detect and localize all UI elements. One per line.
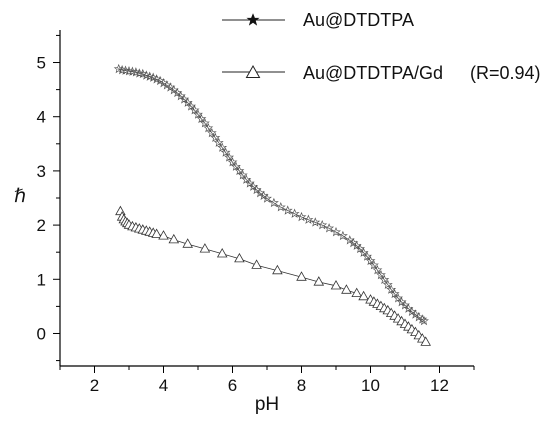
- legend-label-series-1: Au@DTDTPA: [303, 10, 414, 30]
- y-tick-label: 5: [37, 54, 46, 73]
- y-tick-label: 3: [37, 162, 46, 181]
- legend-star-icon: [247, 13, 260, 26]
- x-axis-title: pH: [255, 394, 279, 415]
- legend: Au@DTDTPA Au@DTDTPA/Gd (R=0.94): [222, 10, 541, 83]
- x-tick-label: 8: [297, 376, 306, 395]
- triangle-data-point: [115, 206, 126, 216]
- x-tick-group: 2 4 6 8 10 12: [59, 366, 475, 395]
- x-tick-label: 10: [361, 376, 380, 395]
- x-tick-label: 2: [90, 376, 99, 395]
- y-tick-label: 4: [37, 108, 46, 127]
- series-line: [118, 68, 425, 322]
- series-au-dtdtpa-line: [118, 68, 425, 322]
- legend-label-series-2: Au@DTDTPA/Gd: [303, 63, 443, 83]
- y-tick-label: 1: [37, 270, 46, 289]
- y-tick-label: 2: [37, 216, 46, 235]
- y-axis-title: ℏ: [14, 186, 26, 207]
- series-au-dtdtpa-gd: [115, 206, 431, 346]
- series-line: [120, 211, 426, 343]
- series-au-dtdtpa: [114, 64, 429, 325]
- x-tick-label: 12: [430, 376, 449, 395]
- y-tick-label: 0: [37, 324, 46, 343]
- x-tick-label: 4: [159, 376, 168, 395]
- legend-note-series-2: (R=0.94): [470, 63, 541, 83]
- y-tick-group: 0 1 2 3 4 5: [37, 34, 60, 362]
- x-tick-label: 6: [228, 376, 237, 395]
- series-au-dtdtpa-gd-line: [120, 211, 426, 343]
